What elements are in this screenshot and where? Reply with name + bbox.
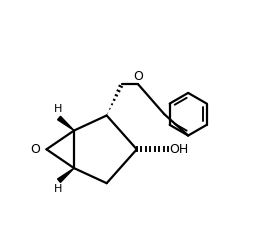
Text: H: H [53, 184, 62, 194]
Text: O: O [133, 70, 143, 83]
Polygon shape [57, 168, 74, 182]
Text: H: H [53, 104, 62, 114]
Text: O: O [30, 143, 40, 156]
Polygon shape [57, 116, 74, 131]
Text: OH: OH [169, 143, 189, 156]
